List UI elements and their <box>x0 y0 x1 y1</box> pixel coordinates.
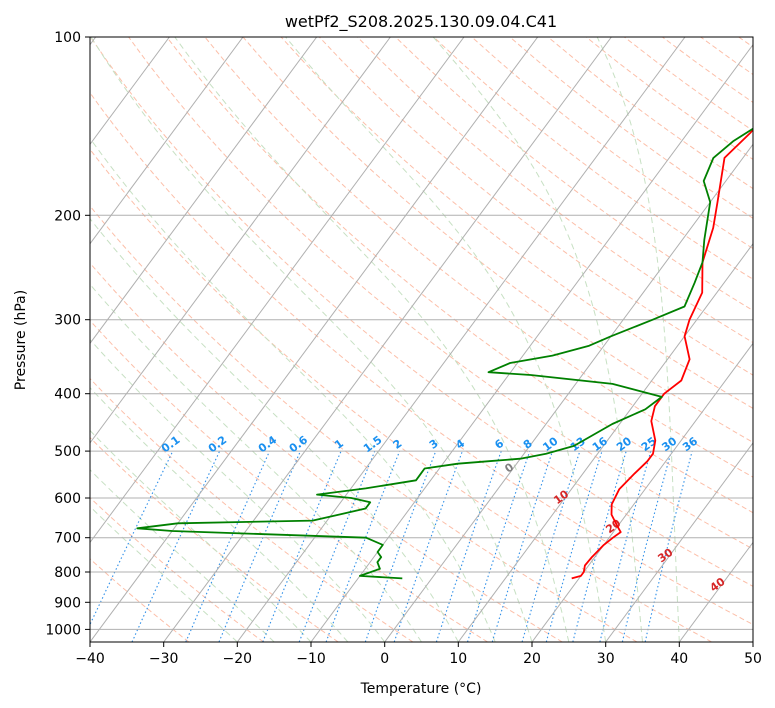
moist-adiabat-line <box>432 37 643 642</box>
y-tick-label: 400 <box>54 387 81 403</box>
isotherm-line <box>90 37 539 642</box>
x-axis-label: Temperature (°C) <box>360 681 482 697</box>
mixing-ratio-line <box>364 450 437 642</box>
y-tick-label: 600 <box>54 491 81 507</box>
dry-adiabat-line <box>90 558 190 642</box>
isotherm-line <box>90 37 465 544</box>
y-axis-label: Pressure (hPa) <box>13 290 29 390</box>
dry-adiabat-line <box>166 37 753 514</box>
dry-adiabat-line <box>90 148 712 642</box>
mixing-ratio-line <box>262 450 342 642</box>
y-axis: 100 200 300 400 500 600 700 800 900 1000 <box>45 30 90 638</box>
y-tick-label: 900 <box>54 595 81 611</box>
profile-lines <box>136 127 753 580</box>
dry-adiabat-line <box>90 262 563 642</box>
isotherm-line <box>310 43 753 642</box>
moist-adiabat-line <box>285 37 607 642</box>
mixing-ratio-line <box>599 450 652 642</box>
y-tick-label: 300 <box>54 313 81 329</box>
x-tick-label: 20 <box>523 651 541 667</box>
dry-adiabat-line <box>90 205 638 642</box>
mixing-ratio-line <box>572 450 627 642</box>
dry-adiabat-line <box>242 37 753 443</box>
x-tick-label: 10 <box>449 651 467 667</box>
moist-adiabat-line <box>90 387 349 642</box>
plot-area: 0.10.20.40.611.52346810131620253036-100-… <box>90 37 753 642</box>
mixing-ratio-line <box>521 450 581 642</box>
isotherms <box>90 37 753 642</box>
moist-adiabat-line <box>596 37 680 642</box>
mixing-ratio-line <box>185 450 271 642</box>
y-tick-label: 800 <box>54 565 81 581</box>
dry-adiabat-line <box>90 37 753 587</box>
x-tick-label: 50 <box>744 651 762 667</box>
moist-adiabat-line <box>90 217 459 642</box>
y-tick-label: 100 <box>54 30 81 46</box>
isotherm-line <box>236 37 686 642</box>
pressure-gridlines <box>90 37 753 630</box>
x-tick-label: 40 <box>670 651 688 667</box>
mixing-ratio-line <box>218 450 302 642</box>
isotherm-line <box>384 143 753 642</box>
y-tick-label: 500 <box>54 444 81 460</box>
dewpoint-profile-line <box>136 127 753 580</box>
x-tick-label: −10 <box>296 651 326 667</box>
x-tick-label: 30 <box>597 651 615 667</box>
mixing-ratio-line <box>298 450 376 642</box>
chart-title: wetPf2_S208.2025.130.09.04.C41 <box>285 12 557 32</box>
moist-adiabat-line <box>90 37 533 642</box>
moist-adiabat-line <box>90 429 312 642</box>
moist-adiabat-line <box>90 283 422 642</box>
isotherm-line <box>90 37 391 444</box>
y-tick-label: 1000 <box>45 622 81 638</box>
moist-adiabat-line <box>174 37 570 642</box>
mixing-ratio-line <box>325 450 401 642</box>
dry-adiabat-line <box>318 37 753 376</box>
temperature-profile-line <box>571 127 753 580</box>
isotherm-line <box>605 442 753 642</box>
mixing-ratio-line <box>545 450 603 642</box>
y-tick-label: 700 <box>54 531 81 547</box>
isotherm-line <box>90 37 244 245</box>
isotherm-line <box>90 37 318 345</box>
isotherm-line <box>457 242 753 642</box>
isotherm-line <box>531 342 753 642</box>
dry-adiabat-line <box>280 37 753 409</box>
mixing-ratio-line <box>435 450 502 642</box>
mixing-ratio-line <box>621 450 672 642</box>
y-tick-label: 200 <box>54 208 81 224</box>
x-tick-label: −20 <box>223 651 253 667</box>
isotherm-line <box>163 37 612 642</box>
moist-adiabat-line <box>90 338 386 642</box>
mixing-ratio-line <box>466 450 531 642</box>
x-axis: −40 −30 −20 −10 0 10 20 30 40 50 <box>75 642 762 667</box>
x-tick-label: 0 <box>380 651 389 667</box>
dry-adiabat-line <box>395 37 753 312</box>
dry-adiabat-line <box>90 91 753 626</box>
mixing-ratio-lines <box>90 450 693 642</box>
dry-adiabat-line <box>128 37 753 550</box>
x-tick-label: −40 <box>75 651 105 667</box>
plot-frame <box>89 36 754 643</box>
isotherm-line <box>90 37 170 146</box>
mixing-ratio-line <box>491 450 554 642</box>
x-tick-label: −30 <box>149 651 179 667</box>
